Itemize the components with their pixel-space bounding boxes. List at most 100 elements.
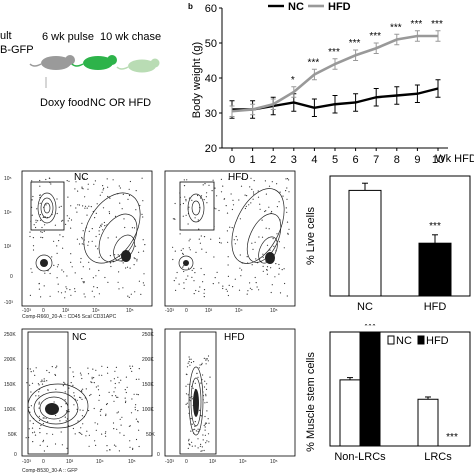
event-dot [65,420,67,422]
legend-label-nc: NC [288,1,304,13]
event-dot [142,200,144,202]
event-dot [114,387,116,389]
event-dot [133,227,136,229]
event-dot [96,287,98,289]
event-dot [75,181,77,183]
event-dot [46,433,48,435]
event-dot [82,230,84,232]
event-dot [61,269,63,271]
event-dot [249,282,251,284]
event-dot [265,227,267,229]
event-dot [204,423,206,425]
muscle-stem-cells-chart: % Muscle stem cells Non-LRCs LRCs *** *** NC… [305,324,471,463]
event-dot [67,220,69,222]
event-dot [199,445,201,447]
x-tick-label: 3 [291,154,297,166]
event-dot [101,365,103,367]
event-dot [95,369,97,371]
event-dot [198,367,200,369]
event-dot [253,193,255,195]
event-dot [57,264,59,266]
event-dot [135,190,137,192]
event-dot [102,189,104,191]
event-dot [62,236,64,238]
event-dot [274,276,276,278]
event-dot [265,210,267,212]
event-dot [205,395,207,397]
event-dot [93,407,95,410]
event-dot [39,185,41,187]
event-dot [35,219,37,221]
significance-label: * [291,75,295,86]
x-tick-label: 5 [332,154,338,166]
event-dot [47,421,49,423]
event-dot [107,237,109,239]
event-dot [123,434,125,436]
event-dot [191,276,193,278]
event-dot [225,205,227,207]
event-dot [76,399,78,401]
mouse-lightgreen-icon [116,58,160,73]
event-dot [40,231,42,233]
event-dot [80,427,82,429]
event-dot [251,242,253,244]
event-dot [199,242,201,244]
x-tick-label: 6 [353,154,359,166]
event-dot [88,409,90,412]
event-dot [257,196,260,198]
event-dot [191,396,193,398]
x-tick: 10⁵ [270,459,278,465]
event-dot [31,271,33,273]
event-dot [54,374,57,376]
event-dot [132,448,134,450]
event-dot [246,195,248,197]
event-dot [32,245,35,247]
event-dot [119,202,121,204]
event-dot [116,396,118,398]
event-dot [112,179,114,181]
event-dot [76,211,78,213]
event-dot [41,379,43,381]
event-dot [270,267,272,269]
event-dot [248,204,250,206]
event-dot [107,372,109,374]
legend-swatch-hfd [417,335,425,345]
scatter-dots-hfd [172,177,290,298]
event-dot [54,373,56,376]
event-dot [209,376,211,378]
event-dot [134,245,137,247]
event-dot [191,441,193,443]
event-dot [251,188,253,190]
event-dot [116,412,118,414]
event-dot [130,293,132,295]
event-dot [81,377,83,380]
event-dot [35,367,37,369]
event-dot [259,203,261,205]
event-dot [185,198,187,201]
event-dot [56,365,58,367]
event-dot [285,178,287,180]
event-dot [70,205,72,207]
event-dot [77,420,79,422]
event-dot [70,253,72,255]
event-dot [98,256,100,258]
significance-label: *** [349,38,361,49]
event-dot [193,293,195,295]
event-dot [227,241,229,243]
contour-cluster-left [178,193,205,271]
event-dot [42,423,45,425]
event-dot [38,384,40,386]
event-dot [188,361,190,363]
event-dot [118,450,120,452]
event-dot [206,358,208,360]
event-dot [129,267,131,269]
event-dot [102,207,105,209]
bar-nc [339,379,361,447]
event-dot [214,187,216,189]
event-dot [95,275,97,277]
legend-swatch-nc [387,335,395,345]
x-tick-label: 8 [394,154,400,166]
event-dot [99,226,101,228]
event-dot [278,263,280,266]
x-tick: -10³ [22,459,31,465]
